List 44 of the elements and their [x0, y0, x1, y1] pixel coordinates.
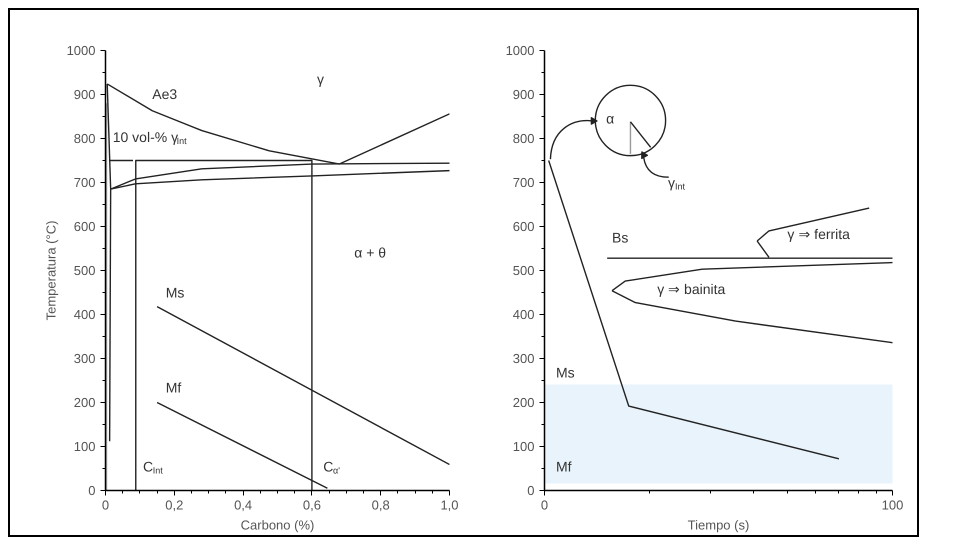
annotation: γ ⇒ bainita	[657, 280, 726, 297]
x-tick-label: 0,6	[302, 498, 321, 512]
y-tick-label: 0	[527, 483, 535, 498]
annotation: α	[606, 110, 614, 127]
y-tick-label: 100	[74, 439, 96, 454]
y-tick-label: 700	[512, 175, 535, 190]
y-tick-label: 300	[512, 351, 535, 366]
annotation: Mf	[556, 458, 572, 474]
annotation: Ms	[556, 364, 575, 381]
y-tick-label: 600	[74, 219, 96, 234]
annotation: γ ⇒ ferrita	[787, 226, 850, 242]
y-tick-label: 900	[74, 87, 96, 102]
y-tick-label: 1000	[506, 43, 534, 58]
y-tick-label: 300	[74, 351, 96, 366]
y-tick-label: 800	[74, 131, 96, 146]
y-tick-label: 500	[74, 263, 96, 278]
y-tick-label: 500	[512, 263, 535, 278]
x-tick-label: 0,4	[234, 498, 252, 512]
y-tick-label: 400	[74, 307, 96, 322]
y-tick-label: 400	[512, 307, 535, 322]
y-tick-label: 800	[512, 131, 535, 146]
x-tick-label: 0	[540, 498, 548, 512]
y-tick-label: 0	[88, 483, 96, 498]
annotation: Ms	[166, 284, 184, 300]
annotation: α + θ	[354, 244, 386, 260]
annotation: Mf	[166, 380, 182, 396]
x-axis-title: Carbono (%)	[240, 518, 314, 532]
x-tick-label: 0	[102, 498, 110, 512]
annotation: γ	[317, 71, 324, 88]
y-tick-label: 200	[512, 395, 535, 410]
y-tick-label: 200	[74, 395, 96, 410]
y-tick-label: 900	[512, 87, 535, 102]
x-tick-label: 1,0	[440, 498, 459, 512]
y-tick-label: 100	[512, 439, 535, 454]
y-tick-label: 600	[512, 219, 535, 234]
y-tick-label: 700	[74, 175, 96, 190]
y-axis-title: Temperatura (°C)	[44, 220, 59, 320]
x-tick-label: 100	[882, 498, 904, 512]
annotation: Bs	[612, 230, 628, 246]
annotation: Ae3	[152, 86, 178, 102]
x-axis-title: Tiempo (s)	[688, 518, 750, 532]
y-tick-label: 1000	[66, 43, 96, 58]
x-tick-label: 0,8	[372, 498, 390, 512]
x-tick-label: 0,2	[165, 498, 184, 512]
